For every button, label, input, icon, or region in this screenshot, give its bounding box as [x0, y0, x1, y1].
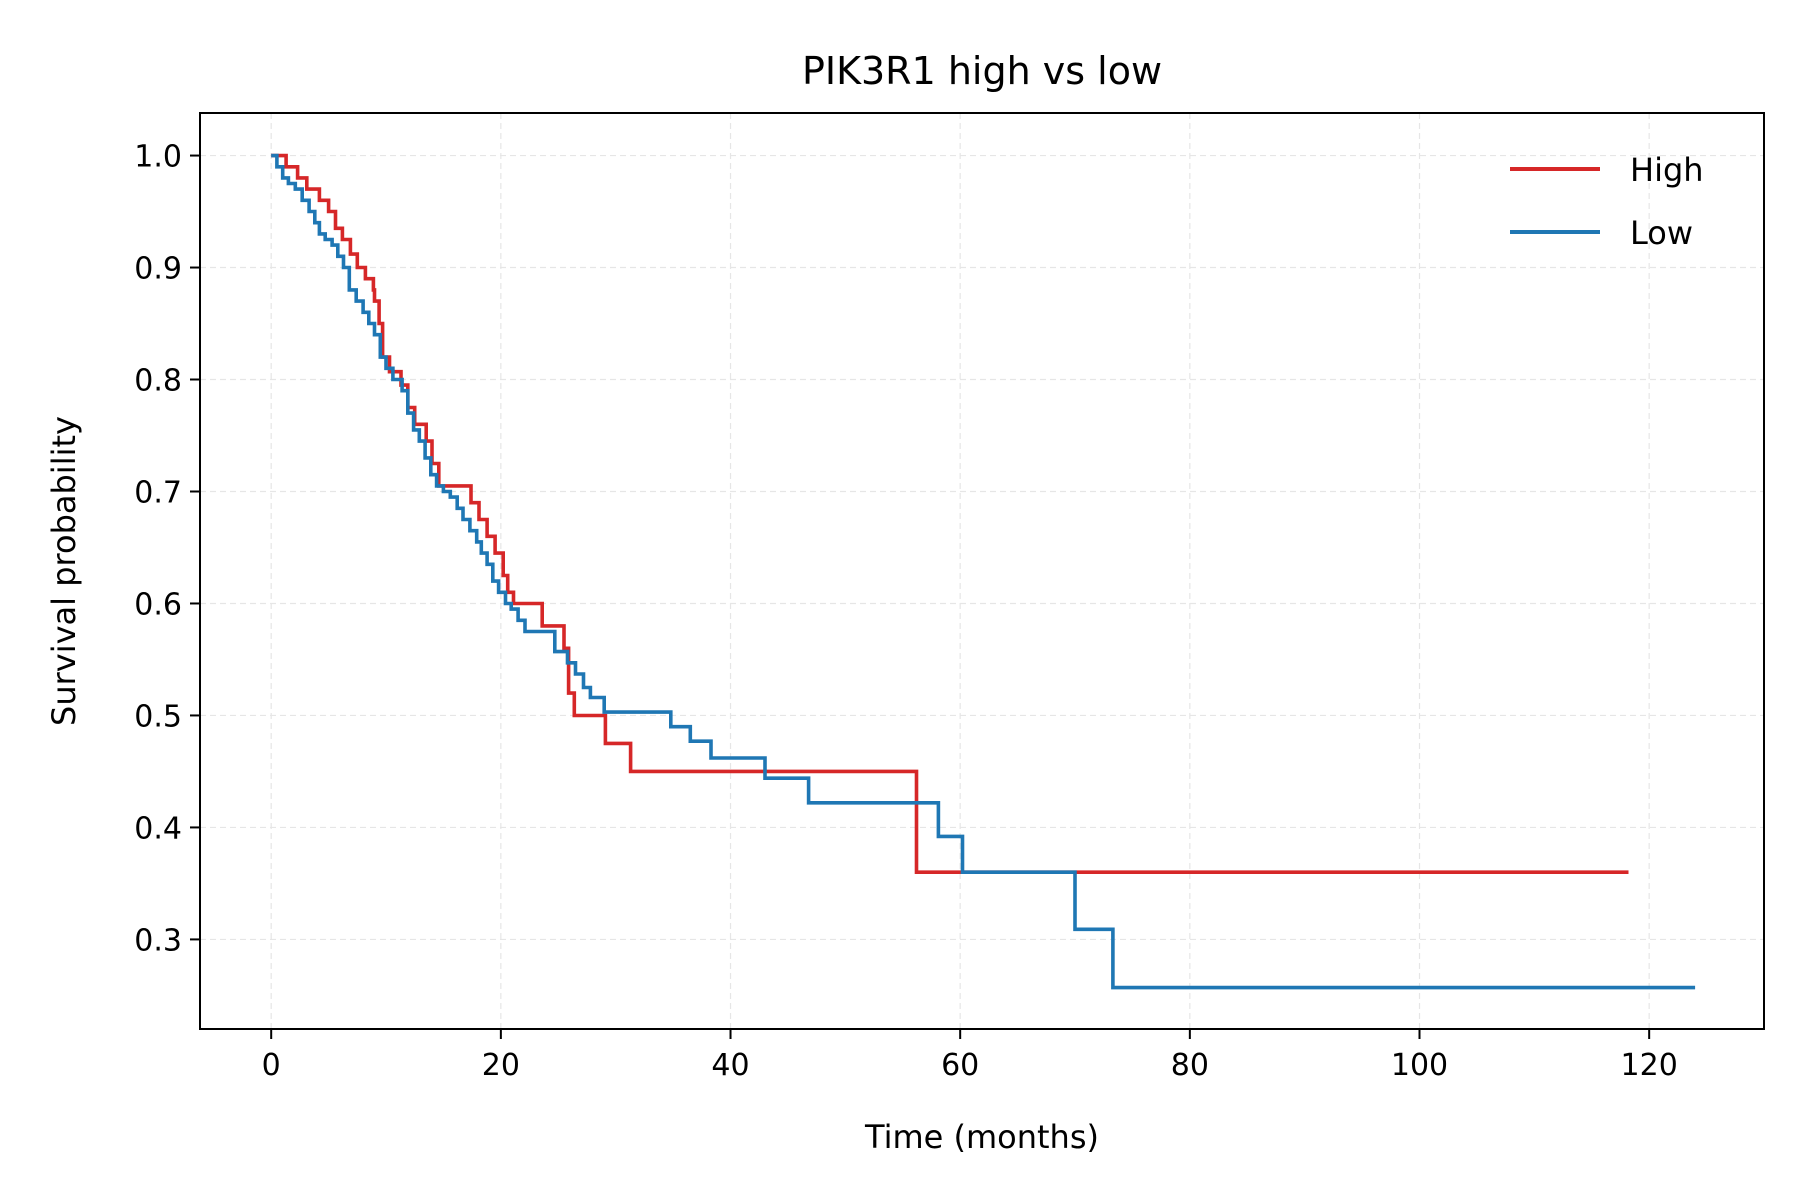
y-tick-label: 1.0: [134, 140, 182, 175]
x-tick-label: 40: [711, 1048, 749, 1083]
series-line-low: [271, 153, 1696, 990]
x-tick-label: 20: [482, 1048, 520, 1083]
axis-ticks: 0 20 40 60 80 100 120 0.3 0.4 0.5 0.6 0.7 0.8 0.9 1.0: [134, 140, 1678, 1083]
chart-title: PIK3R1 high vs low: [802, 49, 1162, 93]
plot-frame: [199, 112, 1765, 1030]
x-tick-label: 120: [1621, 1048, 1678, 1083]
y-tick-label: 0.3: [134, 923, 182, 958]
x-tick-label: 60: [941, 1048, 979, 1083]
y-tick-label: 0.7: [134, 475, 182, 510]
y-tick-label: 0.6: [134, 587, 182, 622]
y-axis-label: Survival probability: [45, 416, 83, 726]
grid-lines: [200, 113, 1764, 1029]
y-tick-label: 0.4: [134, 811, 182, 846]
x-axis-label: Time (months): [864, 1118, 1099, 1156]
y-tick-label: 0.9: [134, 252, 182, 287]
legend: High Low: [1510, 151, 1704, 252]
x-tick-label: 100: [1391, 1048, 1448, 1083]
y-tick-label: 0.5: [134, 699, 182, 734]
legend-label-low: Low: [1630, 214, 1693, 252]
series-group: [271, 153, 1696, 990]
x-tick-label: 0: [262, 1048, 281, 1083]
legend-label-high: High: [1630, 151, 1704, 189]
y-tick-label: 0.8: [134, 364, 182, 399]
x-tick-label: 80: [1171, 1048, 1209, 1083]
